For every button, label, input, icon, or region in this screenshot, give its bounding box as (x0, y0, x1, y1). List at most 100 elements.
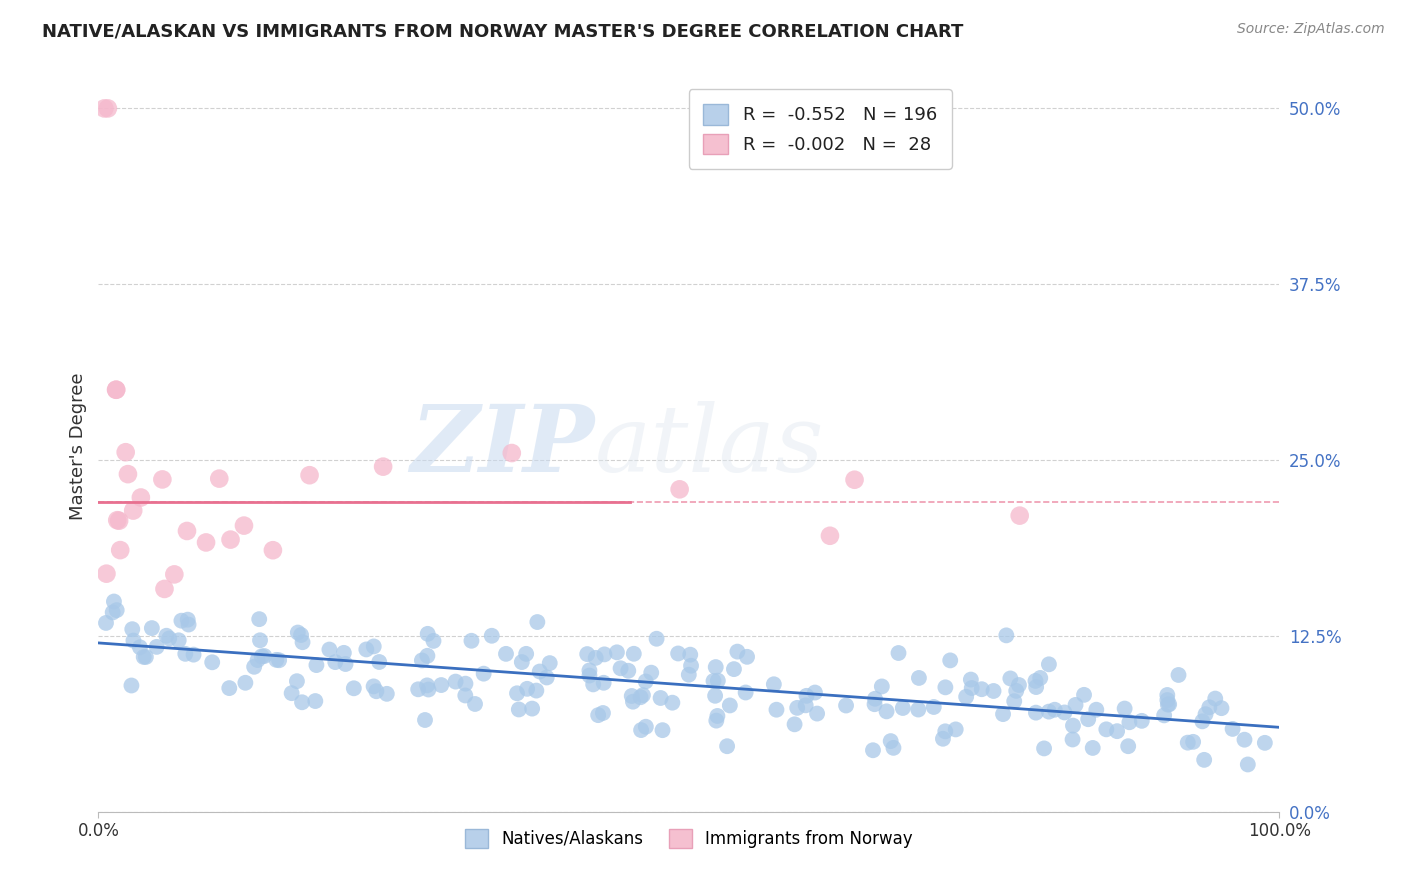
Point (247, 612, 270, 626)
Point (891, 701, 914, 715)
Point (249, 633, 271, 648)
Point (934, 724, 956, 739)
Point (515, 647, 537, 661)
Point (586, 708, 609, 723)
Point (1077, 712, 1099, 726)
Point (176, 524, 198, 538)
Point (174, 647, 197, 661)
Point (707, 673, 730, 688)
Point (208, 472, 231, 486)
Point (945, 723, 967, 737)
Point (634, 674, 657, 689)
Point (1025, 680, 1047, 694)
Point (290, 628, 312, 642)
Point (101, 606, 124, 620)
Point (177, 617, 200, 632)
Point (1064, 698, 1087, 712)
Text: atlas: atlas (595, 401, 824, 491)
Point (129, 640, 152, 655)
Text: NATIVE/ALASKAN VS IMMIGRANTS FROM NORWAY MASTER'S DEGREE CORRELATION CHART: NATIVE/ALASKAN VS IMMIGRANTS FROM NORWAY… (42, 22, 963, 40)
Point (844, 473, 866, 487)
Point (592, 706, 614, 720)
Point (335, 657, 357, 671)
Point (1053, 706, 1076, 720)
Point (368, 655, 391, 669)
Point (416, 648, 439, 663)
Point (363, 680, 385, 694)
Point (578, 664, 600, 678)
Text: Source: ZipAtlas.com: Source: ZipAtlas.com (1237, 22, 1385, 37)
Point (1008, 508, 1031, 523)
Point (262, 543, 284, 558)
Point (94, 615, 117, 630)
Point (1005, 684, 1028, 698)
Point (862, 743, 884, 757)
Point (323, 655, 346, 669)
Point (970, 682, 993, 697)
Point (1167, 668, 1189, 682)
Point (495, 647, 517, 661)
Point (960, 673, 983, 687)
Point (1157, 698, 1180, 712)
Point (578, 668, 600, 682)
Point (195, 535, 218, 549)
Point (617, 664, 640, 678)
Point (129, 491, 152, 505)
Point (291, 695, 314, 709)
Point (1095, 723, 1118, 737)
Point (536, 671, 558, 685)
Point (934, 681, 956, 695)
Point (783, 717, 806, 731)
Point (1038, 657, 1060, 672)
Point (1114, 701, 1136, 715)
Point (621, 695, 644, 709)
Point (356, 642, 378, 657)
Point (235, 675, 257, 690)
Point (995, 628, 1018, 642)
Point (932, 731, 955, 746)
Point (108, 514, 131, 528)
Point (1198, 700, 1220, 714)
Point (620, 689, 643, 703)
Point (1204, 691, 1226, 706)
Point (153, 582, 176, 596)
Point (141, 621, 163, 635)
Point (269, 653, 291, 667)
Point (1118, 715, 1140, 730)
Point (630, 690, 652, 705)
Point (135, 649, 157, 664)
Point (157, 632, 180, 646)
Point (145, 640, 167, 654)
Point (887, 646, 910, 660)
Point (117, 467, 139, 482)
Point (366, 684, 388, 698)
Point (786, 701, 808, 715)
Point (1107, 724, 1129, 739)
Point (882, 740, 904, 755)
Point (704, 660, 727, 674)
Point (794, 698, 817, 713)
Point (177, 613, 200, 627)
Point (983, 684, 1005, 698)
Point (804, 685, 827, 699)
Point (93, 102, 115, 116)
Legend: Natives/Alaskans, Immigrants from Norway: Natives/Alaskans, Immigrants from Norway (458, 822, 920, 855)
Point (1192, 753, 1215, 767)
Point (606, 645, 628, 659)
Point (375, 687, 398, 701)
Point (630, 723, 652, 737)
Point (343, 681, 366, 696)
Point (907, 702, 929, 716)
Point (163, 567, 186, 582)
Point (105, 383, 128, 397)
Point (725, 645, 748, 659)
Point (510, 655, 533, 669)
Point (460, 633, 482, 648)
Point (634, 720, 657, 734)
Point (121, 622, 143, 636)
Point (960, 681, 983, 695)
Point (651, 723, 673, 738)
Text: ZIP: ZIP (411, 401, 595, 491)
Point (105, 603, 128, 617)
Point (593, 648, 616, 662)
